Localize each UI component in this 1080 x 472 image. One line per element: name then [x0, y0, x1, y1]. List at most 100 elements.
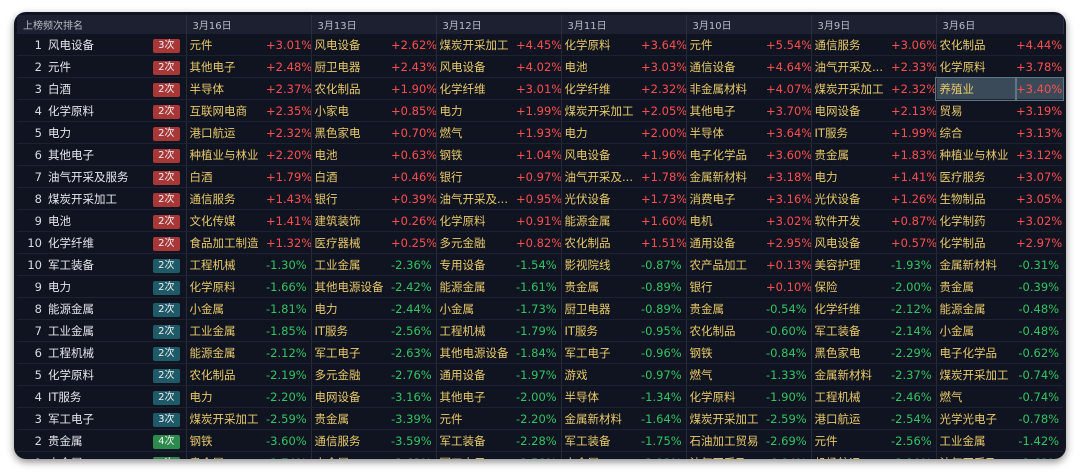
- day-sector-name[interactable]: 煤炭开采加工: [810, 77, 892, 100]
- day-sector-name[interactable]: 半导体: [560, 385, 642, 408]
- day-sector-name[interactable]: 农化制品: [560, 231, 642, 254]
- day-sector-name[interactable]: 银行: [685, 275, 767, 298]
- day-sector-name[interactable]: 消费电子: [685, 187, 767, 210]
- day-sector-name[interactable]: 贵金属: [310, 407, 392, 430]
- day-sector-name[interactable]: 其他电源设备: [435, 341, 517, 364]
- day-sector-name[interactable]: 银行: [435, 165, 517, 188]
- day-sector-name[interactable]: 小金属: [935, 319, 1017, 342]
- day-sector-name[interactable]: 贵金属: [810, 143, 892, 166]
- header-frequency-rank[interactable]: 上榜频次排名: [17, 15, 187, 34]
- sector-name[interactable]: 油气开采及服务: [45, 165, 153, 188]
- day-sector-name[interactable]: 电机: [685, 209, 767, 232]
- table-row[interactable]: 4 化学原料 2次 互联网电商 +2.35% 小家电 +0.85% 电力 +1.99% 煤炭开采加…: [17, 99, 1064, 122]
- day-sector-name[interactable]: 贵金属: [685, 297, 767, 320]
- day-sector-name[interactable]: 文化传媒: [185, 209, 267, 232]
- day-sector-name[interactable]: 光伏设备: [560, 187, 642, 210]
- day-sector-name[interactable]: 电网设备: [310, 385, 392, 408]
- day-sector-name[interactable]: 建筑装饰: [310, 209, 392, 232]
- header-date[interactable]: 3月9日: [811, 15, 937, 34]
- day-sector-name[interactable]: 化学纤维: [435, 77, 517, 100]
- day-sector-name[interactable]: 钢铁: [685, 341, 767, 364]
- day-sector-name[interactable]: 电力: [310, 297, 392, 320]
- day-sector-name[interactable]: 食品加工制造: [185, 231, 267, 254]
- day-sector-name[interactable]: 通信服务: [810, 34, 892, 56]
- day-sector-name[interactable]: 化学原料: [685, 385, 767, 408]
- header-date[interactable]: 3月13日: [311, 15, 437, 34]
- day-sector-name[interactable]: 贸易: [935, 99, 1017, 122]
- day-sector-name[interactable]: 化学制品: [935, 231, 1017, 254]
- day-sector-name[interactable]: 军工装备: [560, 429, 642, 452]
- day-sector-name[interactable]: 机场航运: [810, 451, 892, 459]
- day-sector-name[interactable]: 煤炭开采加工: [685, 407, 767, 430]
- sector-name[interactable]: 煤炭开采加工: [45, 187, 153, 210]
- day-sector-name[interactable]: 多元金融: [435, 231, 517, 254]
- day-sector-name[interactable]: 风电设备: [560, 143, 642, 166]
- sector-name[interactable]: 风电设备: [45, 34, 153, 56]
- table-row[interactable]: 4 IT服务 2次 电力 -2.20% 电网设备 -3.16% 其他电子 -2.00% 半导体 -1…: [17, 385, 1064, 408]
- table-row[interactable]: 3 白酒 2次 半导体 +2.37% 农化制品 +1.90% 化学纤维 +3.01% 化学纤维 +2…: [17, 76, 1065, 101]
- sector-name[interactable]: 工业金属: [45, 319, 153, 342]
- table-row[interactable]: 6 其他电子 2次 种植业与林业 +2.20% 电池 +0.63% 钢铁 +1.04% 风电设备 +…: [17, 143, 1064, 166]
- day-sector-name[interactable]: 通信服务: [310, 429, 392, 452]
- day-sector-name[interactable]: 小金属: [310, 451, 392, 459]
- day-sector-name[interactable]: 其他电子: [185, 55, 267, 78]
- day-sector-name[interactable]: 其他电子: [685, 99, 767, 122]
- day-sector-name[interactable]: 白酒: [310, 165, 392, 188]
- day-sector-name[interactable]: 保险: [810, 275, 892, 298]
- day-sector-name[interactable]: 化学原料: [935, 55, 1017, 78]
- day-sector-name[interactable]: 影视院线: [560, 253, 642, 276]
- day-sector-name[interactable]: 综合: [935, 121, 1017, 144]
- day-sector-name[interactable]: 工业金属: [185, 319, 267, 342]
- day-sector-name[interactable]: 军工电子: [310, 341, 392, 364]
- day-sector-name[interactable]: 化学纤维: [560, 77, 642, 100]
- day-sector-name[interactable]: 元件: [810, 429, 892, 452]
- table-row[interactable]: 6 工程机械 2次 能源金属 -2.12% 军工电子 -2.63% 其他电源设备 -1.84% 军…: [17, 341, 1064, 364]
- day-sector-name[interactable]: IT服务: [810, 121, 892, 144]
- day-sector-name[interactable]: 农化制品: [685, 319, 767, 342]
- day-sector-name[interactable]: 游戏: [560, 363, 642, 386]
- day-sector-name[interactable]: 燃气: [935, 385, 1017, 408]
- day-sector-name[interactable]: 金属新材料: [935, 253, 1017, 276]
- day-sector-name[interactable]: 半导体: [685, 121, 767, 144]
- day-sector-name[interactable]: 化学原料: [560, 34, 642, 56]
- day-sector-name[interactable]: 化学制药: [935, 209, 1017, 232]
- sector-name[interactable]: 贵金属: [45, 429, 153, 452]
- day-sector-name[interactable]: 其他电子: [435, 385, 517, 408]
- day-sector-name[interactable]: 化学纤维: [810, 297, 892, 320]
- day-sector-name[interactable]: 油气开采及...: [685, 451, 767, 459]
- day-sector-name[interactable]: 电力: [185, 385, 267, 408]
- sector-name[interactable]: 元件: [45, 55, 153, 78]
- sector-name[interactable]: 白酒: [45, 77, 153, 100]
- day-sector-name[interactable]: 军工电子: [560, 341, 642, 364]
- day-sector-name[interactable]: 厨卫电器: [560, 297, 642, 320]
- day-sector-name[interactable]: 工程机械: [810, 385, 892, 408]
- day-sector-name[interactable]: 工程机械: [435, 319, 517, 342]
- day-sector-name[interactable]: 金属新材料: [810, 363, 892, 386]
- day-sector-name[interactable]: 养殖业: [935, 76, 1018, 101]
- day-sector-name[interactable]: 种植业与林业: [935, 143, 1017, 166]
- header-date[interactable]: 3月16日: [186, 15, 312, 34]
- day-sector-name[interactable]: 通用设备: [685, 231, 767, 254]
- day-sector-name[interactable]: 煤炭开采加工: [560, 99, 642, 122]
- sector-name[interactable]: 军工装备: [45, 253, 153, 276]
- day-sector-name[interactable]: 金属新材料: [685, 165, 767, 188]
- day-sector-name[interactable]: 软件开发: [810, 209, 892, 232]
- day-sector-name[interactable]: 油气开采及...: [435, 187, 517, 210]
- day-sector-name[interactable]: 黑色家电: [310, 121, 392, 144]
- table-row[interactable]: 8 能源金属 2次 小金属 -1.81% 电力 -2.44% 小金属 -1.73% 厨卫电器 -0.…: [17, 297, 1064, 320]
- day-sector-name[interactable]: 煤炭开采加工: [935, 363, 1017, 386]
- day-sector-name[interactable]: 贵金属: [935, 275, 1017, 298]
- sector-name[interactable]: 电力: [45, 275, 153, 298]
- header-date[interactable]: 3月12日: [436, 15, 562, 34]
- day-sector-name[interactable]: 钢铁: [185, 429, 267, 452]
- day-sector-name[interactable]: 厨卫电器: [310, 55, 392, 78]
- day-sector-name[interactable]: 黑色家电: [810, 341, 892, 364]
- day-sector-name[interactable]: 种植业与林业: [185, 143, 267, 166]
- day-sector-name[interactable]: 小家电: [310, 99, 392, 122]
- day-sector-name[interactable]: 电池: [560, 55, 642, 78]
- day-sector-name[interactable]: 电网设备: [810, 99, 892, 122]
- table-row[interactable]: 1 风电设备 3次 元件 +3.01% 风电设备 +2.62% 煤炭开采加工 +4.45% 化学原…: [17, 34, 1064, 56]
- day-sector-name[interactable]: 工业金属: [310, 253, 392, 276]
- day-sector-name[interactable]: 军工装备: [435, 429, 517, 452]
- sector-name[interactable]: 化学原料: [45, 363, 153, 386]
